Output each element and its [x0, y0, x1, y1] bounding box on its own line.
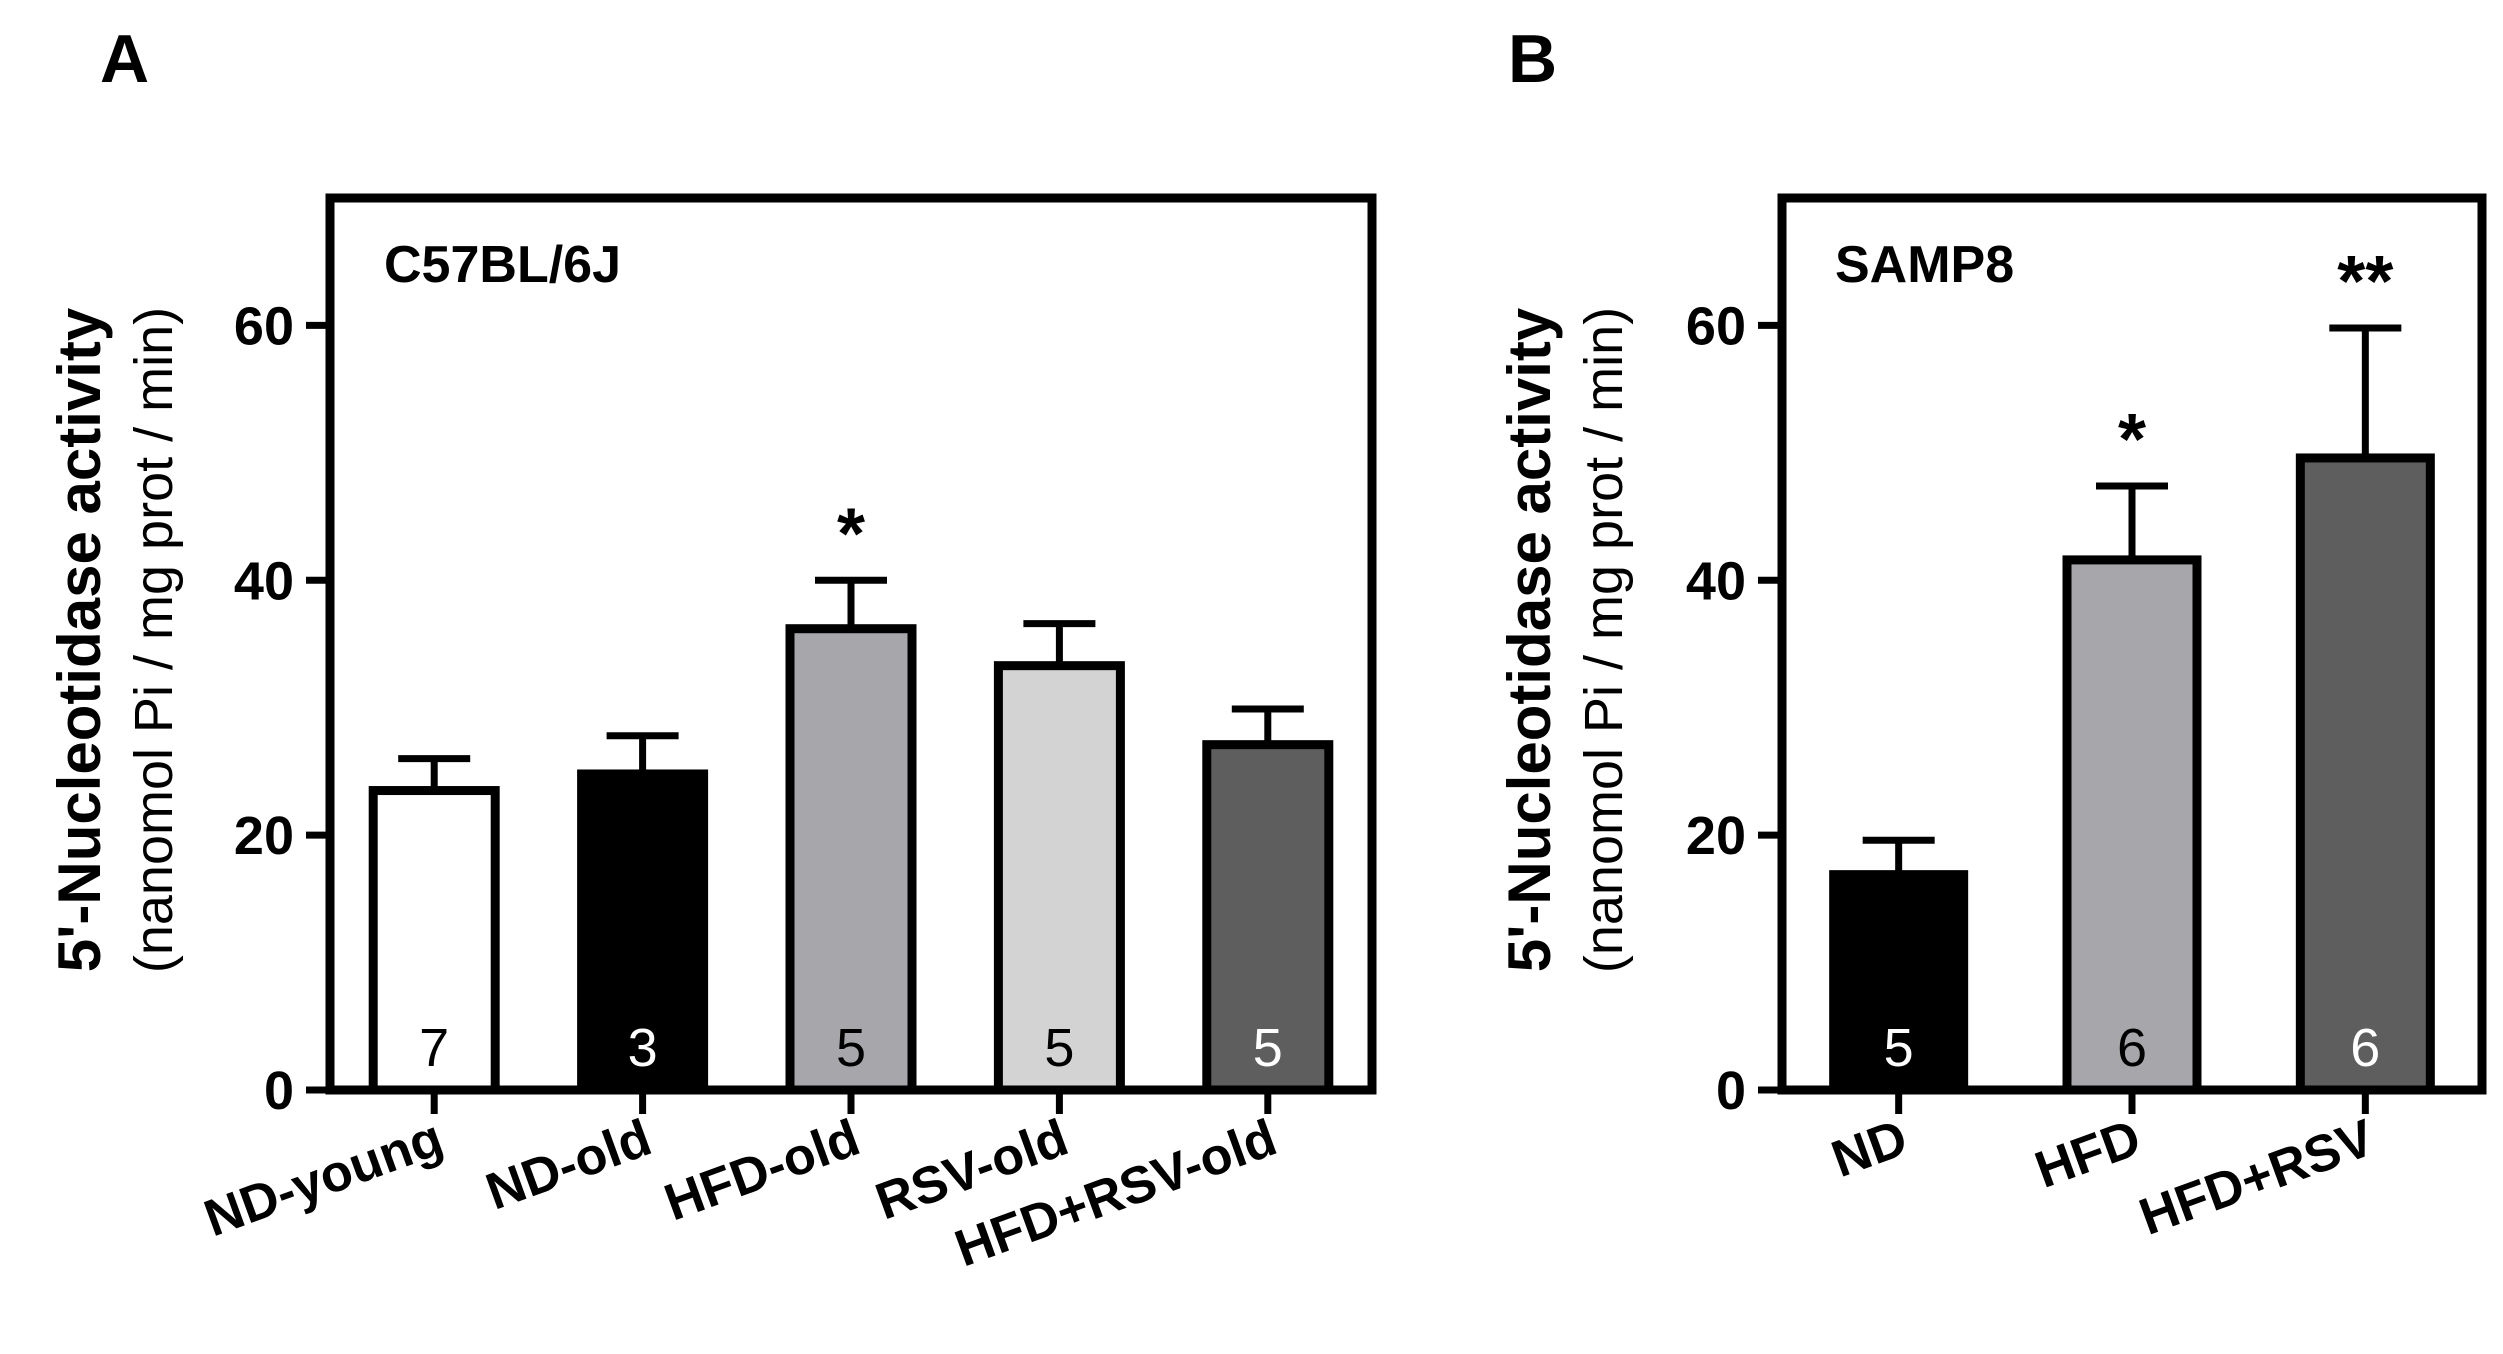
panel-a-n-label-1: 3: [628, 1018, 658, 1078]
panel-a-letter: A: [100, 21, 149, 97]
panel-b-ytick-label-1: 20: [1686, 806, 1746, 866]
panel-b-frame: [1777, 193, 2487, 1095]
panel-a-significance-2: *: [837, 494, 865, 574]
panel-a-bar-4: [1202, 740, 1334, 1095]
panel-a-n-label-2: 5: [836, 1018, 866, 1078]
panel-a-ylabel-main: 5'-Nucleotidase activity: [46, 307, 113, 972]
panel-b-category-label-2: HFD+RSV: [2132, 1109, 2382, 1247]
panel-a-n-label-0: 7: [419, 1018, 449, 1078]
panel-a-strain-label: C57BL/6J: [384, 236, 621, 294]
panel-a-bar-0: [368, 786, 500, 1095]
panel-a-ytick-label-1: 20: [234, 806, 294, 866]
panel-b-ylabel: 5'-Nucleotidase activity (nanomol Pi / m…: [1496, 307, 1634, 973]
panel-a-ytick-label-3: 60: [234, 296, 294, 356]
panel-a-n-label-3: 5: [1044, 1018, 1074, 1078]
panel-a-ylabel-sub: (nanomol Pi / mg prot / min): [124, 307, 184, 973]
panel-a-bar-3: [993, 661, 1125, 1095]
panel-a-frame: [325, 193, 1377, 1095]
panel-b-ytick-label-3: 60: [1686, 296, 1746, 356]
panel-b-bar-0: [1829, 870, 1969, 1095]
panel-b-ytick-label-2: 40: [1686, 551, 1746, 611]
panel-a-plot: 7ND-young3ND-old5*HFD-old5RSV-old5HFD+RS…: [197, 193, 1377, 1278]
panel-a: A 5'-Nucleotidase activity (nanomol Pi /…: [46, 21, 1377, 1278]
panel-b-strain-label: SAMP8: [1835, 236, 2014, 294]
panel-a-ylabel: 5'-Nucleotidase activity (nanomol Pi / m…: [46, 307, 184, 973]
panel-a-n-label-4: 5: [1253, 1018, 1283, 1078]
panel-b-ylabel-sub: (nanomol Pi / mg prot / min): [1574, 307, 1634, 973]
panel-a-category-label-2: HFD-old: [657, 1109, 867, 1233]
panel-b-plot: 5 ND 6 * HFD 6 ** HFD+RSV 0 20 40 60: [1686, 193, 2487, 1247]
panel-b-bar-2: [2295, 453, 2435, 1095]
panel-a-ytick-label-2: 40: [234, 551, 294, 611]
panel-b-category-label-1: HFD: [2028, 1109, 2148, 1200]
panel-b-n-label-0: 5: [1884, 1018, 1914, 1078]
panel-a-bar-2: [785, 624, 917, 1095]
panel-a-category-label-1: ND-old: [479, 1109, 659, 1222]
panel-a-category-label-0: ND-young: [197, 1109, 450, 1248]
panel-b-category-label-0: ND: [1824, 1109, 1914, 1189]
panel-b-significance-2: **: [2337, 242, 2393, 322]
panel-b-ytick-label-0: 0: [1716, 1061, 1746, 1121]
panel-b-n-label-2: 6: [2350, 1018, 2380, 1078]
panel-b-ylabel-main: 5'-Nucleotidase activity: [1496, 307, 1563, 972]
panel-b-letter: B: [1508, 21, 1557, 97]
panel-b-bar-1: [2062, 555, 2202, 1095]
panel-a-ytick-label-0: 0: [264, 1061, 294, 1121]
panel-b-significance-1: *: [2118, 400, 2146, 480]
panel-b-n-label-1: 6: [2117, 1018, 2147, 1078]
panel-b: B 5'-Nucleotidase activity (nanomol Pi /…: [1496, 21, 2487, 1247]
